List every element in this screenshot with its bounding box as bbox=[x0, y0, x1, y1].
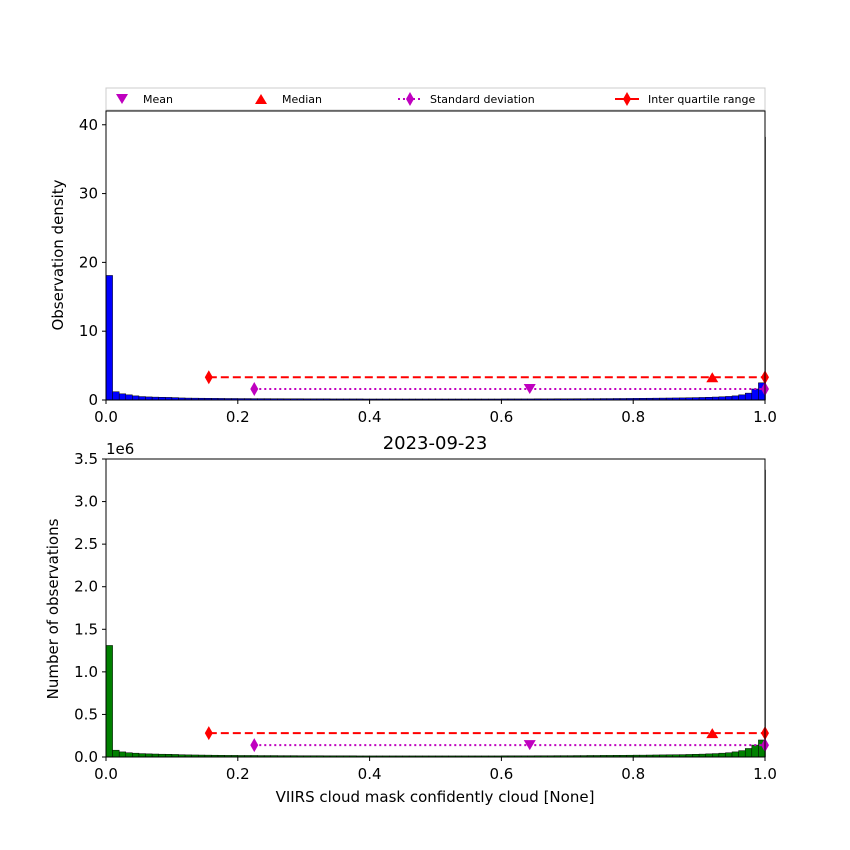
bottom-mean-marker bbox=[523, 740, 536, 751]
x-axis-label: VIIRS cloud mask confidently cloud [None… bbox=[276, 788, 595, 806]
bottom-std-marker bbox=[250, 738, 259, 753]
top-histogram-bar bbox=[725, 396, 733, 401]
top-x-tick-label: 0.0 bbox=[94, 408, 118, 426]
legend-mean-label: Mean bbox=[143, 93, 173, 106]
bottom-axes-frame bbox=[105, 458, 766, 758]
bottom-x-tick-label: 0.4 bbox=[358, 765, 382, 783]
top-histogram-bar bbox=[105, 275, 113, 401]
bottom-y-tick-label: 0.5 bbox=[74, 705, 98, 723]
bottom-histogram-bar bbox=[138, 753, 146, 758]
bottom-x-tick-label: 0.2 bbox=[226, 765, 250, 783]
legend-iqr-marker bbox=[623, 92, 631, 106]
legend-std-marker bbox=[406, 92, 414, 106]
bottom-panel-title: 2023-09-23 bbox=[383, 433, 488, 454]
top-y-tick-label: 40 bbox=[79, 116, 98, 134]
bottom-bars bbox=[105, 469, 766, 758]
bottom-y-axis-label: Number of observations bbox=[44, 518, 62, 699]
bottom-y-tick-label: 0.0 bbox=[74, 748, 98, 766]
bottom-y-tick-label: 1.5 bbox=[74, 620, 98, 638]
bottom-histogram-bar bbox=[738, 750, 746, 758]
top-histogram-bar bbox=[118, 393, 127, 401]
top-y-tick-label: 20 bbox=[79, 253, 98, 271]
bottom-x-tick-label: 0.8 bbox=[621, 765, 645, 783]
bottom-x-tick-label: 1.0 bbox=[753, 765, 777, 783]
bottom-histogram-bar bbox=[725, 752, 733, 758]
bottom-y-tick-label: 3.0 bbox=[74, 493, 98, 511]
bottom-histogram-bar bbox=[712, 753, 720, 758]
legend: Mean Median Standard deviation Inter qua… bbox=[105, 87, 766, 111]
bottom-histogram-bar bbox=[125, 752, 133, 758]
top-iqr-marker bbox=[204, 370, 213, 385]
bottom-stats bbox=[204, 726, 769, 753]
top-std-marker bbox=[250, 381, 259, 396]
top-median-marker bbox=[706, 372, 719, 383]
legend-median-marker bbox=[255, 94, 267, 104]
bottom-y-tick-label: 1.0 bbox=[74, 663, 98, 681]
bottom-histogram-bar bbox=[751, 744, 759, 758]
top-x-ticks: 0.0 0.2 0.4 0.6 0.8 1.0 bbox=[94, 400, 777, 426]
top-histogram-bar bbox=[744, 392, 753, 401]
bottom-histogram-bar bbox=[744, 748, 753, 758]
bottom-x-tick-label: 0.0 bbox=[94, 765, 118, 783]
bottom-y-offset-label: 1e6 bbox=[106, 440, 134, 458]
top-y-tick-label: 0 bbox=[88, 391, 98, 409]
bottom-iqr-marker bbox=[204, 726, 213, 741]
top-y-ticks: 0 10 20 30 40 bbox=[79, 116, 106, 409]
bottom-histogram-bar bbox=[118, 751, 127, 758]
top-histogram-bar bbox=[731, 395, 739, 401]
top-y-tick-label: 10 bbox=[79, 322, 98, 340]
top-stats bbox=[204, 370, 769, 396]
top-histogram-bar bbox=[751, 388, 759, 401]
bottom-y-tick-label: 3.5 bbox=[74, 450, 98, 468]
top-axes-frame bbox=[105, 110, 766, 401]
bottom-y-tick-label: 2.5 bbox=[74, 535, 98, 553]
top-x-tick-label: 0.4 bbox=[358, 408, 382, 426]
top-histogram-bar bbox=[738, 394, 746, 401]
top-histogram-bar bbox=[125, 394, 133, 401]
bottom-count-panel: 2023-09-23 1e6 0.0 0.2 0.4 0.6 0.8 1.0 0.0 0.5… bbox=[44, 433, 777, 806]
top-histogram-bar bbox=[138, 396, 146, 401]
bottom-y-tick-label: 2.0 bbox=[74, 578, 98, 596]
legend-iqr-label: Inter quartile range bbox=[648, 93, 755, 106]
top-x-tick-label: 1.0 bbox=[753, 408, 777, 426]
top-y-axis-label: Observation density bbox=[49, 179, 67, 330]
legend-std-label: Standard deviation bbox=[430, 93, 535, 106]
bottom-histogram-bar bbox=[718, 752, 726, 758]
top-bars bbox=[105, 136, 766, 401]
top-density-panel: 0.0 0.2 0.4 0.6 0.8 1.0 0 10 20 30 40 Observation… bbox=[49, 110, 777, 426]
top-histogram-bar bbox=[132, 395, 140, 401]
top-x-tick-label: 0.8 bbox=[621, 408, 645, 426]
top-y-tick-label: 30 bbox=[79, 185, 98, 203]
legend-median-label: Median bbox=[282, 93, 322, 106]
top-x-tick-label: 0.2 bbox=[226, 408, 250, 426]
legend-mean-marker bbox=[116, 94, 128, 104]
bottom-y-ticks: 0.0 0.5 1.0 1.5 2.0 2.5 3.0 3.5 bbox=[74, 450, 106, 766]
bottom-histogram-bar bbox=[731, 751, 739, 758]
bottom-x-tick-label: 0.6 bbox=[489, 765, 513, 783]
bottom-histogram-bar bbox=[132, 752, 140, 758]
top-histogram-bar bbox=[112, 391, 120, 401]
top-x-tick-label: 0.6 bbox=[489, 408, 513, 426]
bottom-median-marker bbox=[706, 728, 719, 739]
top-mean-marker bbox=[523, 383, 536, 394]
bottom-x-ticks: 0.0 0.2 0.4 0.6 0.8 1.0 bbox=[94, 757, 777, 783]
bottom-histogram-bar bbox=[112, 749, 120, 758]
legend-frame bbox=[105, 87, 766, 111]
bottom-histogram-bar bbox=[105, 645, 113, 758]
